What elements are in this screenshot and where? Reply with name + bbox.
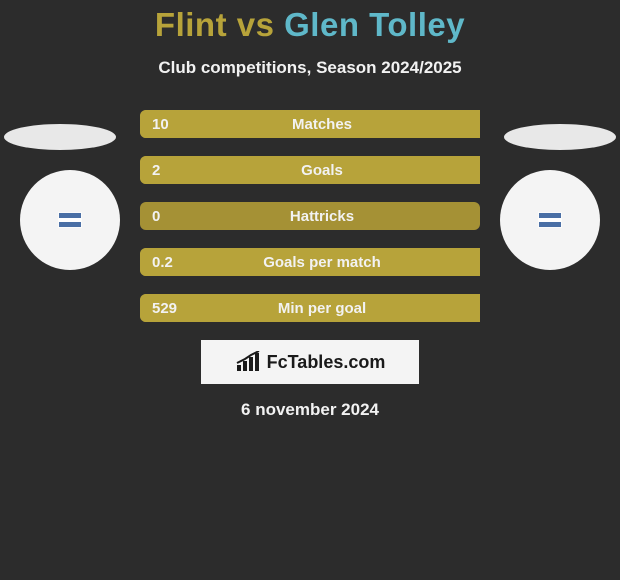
- vs-text: vs: [237, 6, 275, 43]
- stat-label: Matches: [140, 116, 480, 133]
- flag-stripe: [59, 222, 81, 227]
- brand-chart-icon: [235, 351, 263, 373]
- stat-row: 2Goals: [140, 156, 480, 184]
- brand-box: FcTables.com: [201, 340, 419, 384]
- stat-label: Min per goal: [140, 300, 480, 317]
- player1-badge: [20, 170, 120, 270]
- player2-name: Glen Tolley: [284, 6, 465, 43]
- flag-icon: [538, 212, 562, 228]
- stats-block: 10Matches 2Goals 0Hattricks 0.2Goals per ma…: [140, 110, 480, 322]
- subtitle: Club competitions, Season 2024/2025: [0, 58, 620, 78]
- shadow-ellipse-right: [504, 124, 616, 150]
- comparison-card: Flint vs Glen Tolley Club competitions, …: [0, 0, 620, 580]
- stat-row: 529Min per goal: [140, 294, 480, 322]
- player1-name: Flint: [155, 6, 227, 43]
- stat-label: Goals: [140, 162, 480, 179]
- stat-row: 10Matches: [140, 110, 480, 138]
- generation-date: 6 november 2024: [0, 400, 620, 420]
- flag-stripe: [539, 222, 561, 227]
- player2-badge: [500, 170, 600, 270]
- brand-text: FcTables.com: [267, 352, 386, 373]
- shadow-ellipse-left: [4, 124, 116, 150]
- stat-row: 0Hattricks: [140, 202, 480, 230]
- stat-row: 0.2Goals per match: [140, 248, 480, 276]
- stat-label: Hattricks: [140, 208, 480, 225]
- page-title: Flint vs Glen Tolley: [0, 6, 620, 44]
- stat-label: Goals per match: [140, 254, 480, 271]
- flag-icon: [58, 212, 82, 228]
